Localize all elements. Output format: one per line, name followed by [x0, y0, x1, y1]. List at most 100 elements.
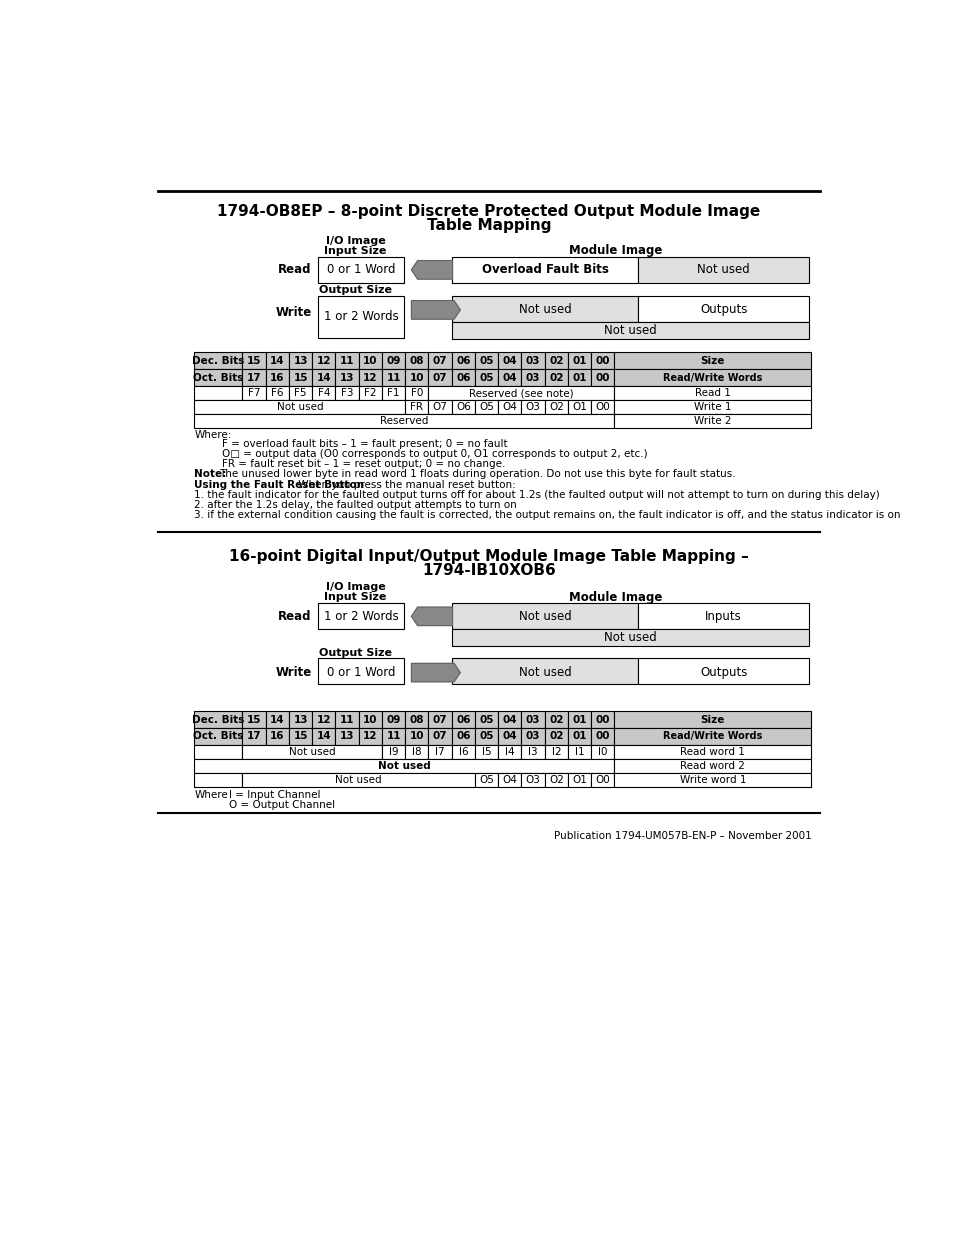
Bar — [567, 745, 591, 758]
Text: 13: 13 — [293, 715, 308, 725]
Bar — [335, 711, 358, 727]
Bar — [544, 711, 567, 727]
Text: O5: O5 — [478, 401, 494, 412]
Bar — [638, 603, 808, 629]
Text: Reserved: Reserved — [380, 416, 428, 426]
Text: 06: 06 — [456, 373, 470, 383]
Bar — [614, 414, 810, 427]
Bar — [358, 387, 381, 400]
Bar — [544, 773, 567, 787]
Bar — [591, 711, 614, 727]
Text: 07: 07 — [433, 373, 447, 383]
Text: Write 1: Write 1 — [694, 401, 731, 412]
Bar — [497, 352, 521, 369]
Text: F2: F2 — [364, 388, 376, 398]
Text: 11: 11 — [339, 715, 354, 725]
Text: 16-point Digital Input/Output Module Image Table Mapping –: 16-point Digital Input/Output Module Ima… — [229, 548, 748, 564]
Text: O6: O6 — [456, 401, 470, 412]
Bar — [475, 369, 497, 387]
Bar — [452, 369, 475, 387]
Bar — [266, 711, 289, 727]
Bar — [567, 400, 591, 414]
Text: 03: 03 — [525, 715, 539, 725]
Text: 01: 01 — [572, 731, 586, 741]
Bar — [497, 727, 521, 745]
Text: 03: 03 — [525, 356, 539, 366]
Bar — [289, 387, 312, 400]
Bar — [475, 711, 497, 727]
Text: Input Size: Input Size — [324, 592, 386, 603]
Text: 15: 15 — [247, 715, 261, 725]
Bar — [318, 296, 403, 338]
Text: F7: F7 — [248, 388, 260, 398]
Text: 1 or 2 Words: 1 or 2 Words — [323, 610, 398, 622]
Text: 0 or 1 Word: 0 or 1 Word — [327, 263, 395, 277]
Bar — [194, 745, 242, 758]
Bar — [289, 711, 312, 727]
Text: I2: I2 — [551, 747, 560, 757]
Bar — [381, 369, 405, 387]
Text: Size: Size — [700, 356, 724, 366]
Bar — [428, 745, 452, 758]
Text: Dec. Bits: Dec. Bits — [193, 715, 244, 725]
Bar — [521, 711, 544, 727]
Bar — [475, 773, 497, 787]
Text: I/O Image: I/O Image — [325, 236, 385, 246]
Bar — [497, 369, 521, 387]
Text: 08: 08 — [409, 356, 424, 366]
Text: I9: I9 — [389, 747, 398, 757]
Text: 00: 00 — [595, 373, 610, 383]
Text: 16: 16 — [270, 373, 284, 383]
Text: FR = fault reset bit – 1 = reset output; 0 = no change.: FR = fault reset bit – 1 = reset output;… — [221, 459, 504, 469]
Text: I7: I7 — [435, 747, 444, 757]
Text: Output Size: Output Size — [319, 285, 392, 295]
Text: Size: Size — [700, 715, 724, 725]
Text: 1794-IB10XOB6: 1794-IB10XOB6 — [421, 563, 556, 578]
Text: O0: O0 — [595, 401, 610, 412]
Text: F4: F4 — [317, 388, 330, 398]
Bar — [452, 727, 475, 745]
Bar — [289, 369, 312, 387]
Polygon shape — [411, 300, 459, 319]
Bar — [405, 387, 428, 400]
Text: Table Mapping: Table Mapping — [426, 217, 551, 232]
Text: 08: 08 — [409, 715, 424, 725]
Bar — [475, 745, 497, 758]
Text: O4: O4 — [502, 774, 517, 784]
Bar — [312, 387, 335, 400]
Text: 02: 02 — [549, 356, 563, 366]
Text: 05: 05 — [478, 715, 494, 725]
Text: Inputs: Inputs — [704, 610, 741, 622]
Bar — [312, 352, 335, 369]
Text: 11: 11 — [386, 373, 400, 383]
Bar — [544, 727, 567, 745]
Text: Read/Write Words: Read/Write Words — [662, 373, 761, 383]
Bar — [318, 257, 403, 283]
Text: 16: 16 — [270, 731, 284, 741]
Bar — [591, 727, 614, 745]
Bar — [591, 773, 614, 787]
Text: Note:: Note: — [194, 469, 227, 479]
Text: 04: 04 — [502, 715, 517, 725]
Text: O7: O7 — [433, 401, 447, 412]
Bar — [521, 773, 544, 787]
Bar — [428, 369, 452, 387]
Bar — [242, 711, 266, 727]
Bar — [591, 400, 614, 414]
Bar — [194, 711, 242, 727]
Text: Read: Read — [277, 610, 311, 622]
Bar — [335, 387, 358, 400]
Text: 10: 10 — [409, 731, 424, 741]
Text: F5: F5 — [294, 388, 307, 398]
Bar — [497, 745, 521, 758]
Bar — [614, 387, 810, 400]
Polygon shape — [411, 608, 452, 626]
Text: Not used: Not used — [335, 774, 381, 784]
Bar — [405, 400, 428, 414]
Text: Module Image: Module Image — [568, 245, 661, 257]
Text: FR: FR — [410, 401, 423, 412]
Text: 15: 15 — [293, 731, 308, 741]
Bar — [381, 387, 405, 400]
Text: F6: F6 — [271, 388, 283, 398]
Bar — [614, 758, 810, 773]
